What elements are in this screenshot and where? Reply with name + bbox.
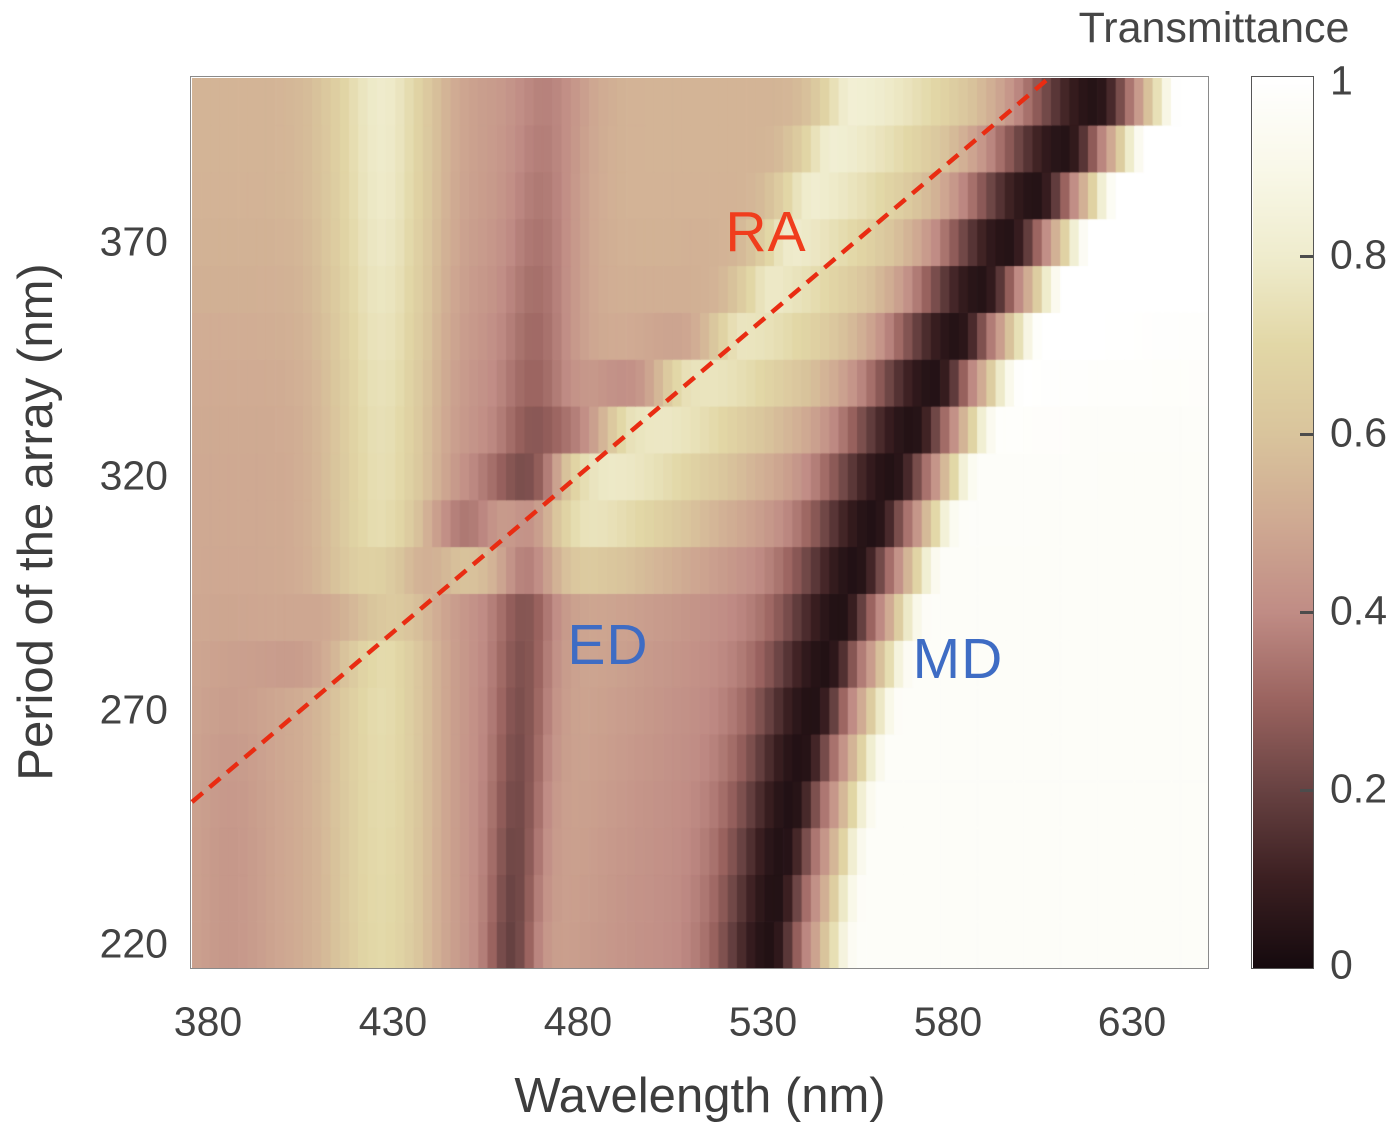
colorbar-label-0-4: 0.4 — [1330, 587, 1387, 634]
colorbar-gradient — [1253, 78, 1313, 968]
y-axis-label: Period of the array (nm) — [9, 263, 63, 781]
colorbar-label-0-2: 0.2 — [1330, 765, 1387, 812]
colorbar-tick-0-8 — [1300, 255, 1313, 258]
colorbar-label-0-6: 0.6 — [1330, 409, 1387, 456]
annotation-md: MD — [912, 627, 1004, 691]
annotation-ra: RA — [725, 200, 807, 264]
x-tick-530: 530 — [728, 998, 798, 1045]
y-tick-220: 220 — [99, 920, 168, 967]
colorbar-tick-0-2 — [1300, 789, 1313, 792]
colorbar-tick-0-4 — [1300, 611, 1313, 614]
y-tick-320: 320 — [99, 452, 168, 499]
heatmap-canvas — [192, 78, 1208, 968]
y-tick-370: 370 — [99, 218, 168, 265]
colorbar-label-0: 0 — [1330, 941, 1353, 988]
x-tick-380: 380 — [173, 998, 243, 1045]
colorbar-label-0-8: 0.8 — [1330, 231, 1387, 278]
x-tick-430: 430 — [358, 998, 428, 1045]
x-tick-480: 480 — [543, 998, 613, 1045]
colorbar-title: Transmittance — [1078, 4, 1350, 52]
x-tick-580: 580 — [913, 998, 983, 1045]
x-axis-label: Wavelength (nm) — [514, 1069, 886, 1123]
colorbar-label-1: 1 — [1330, 57, 1353, 104]
x-tick-630: 630 — [1097, 998, 1167, 1045]
y-tick-270: 270 — [99, 686, 168, 733]
colorbar-tick-0-6 — [1300, 433, 1313, 436]
annotation-ed: ED — [567, 613, 649, 677]
